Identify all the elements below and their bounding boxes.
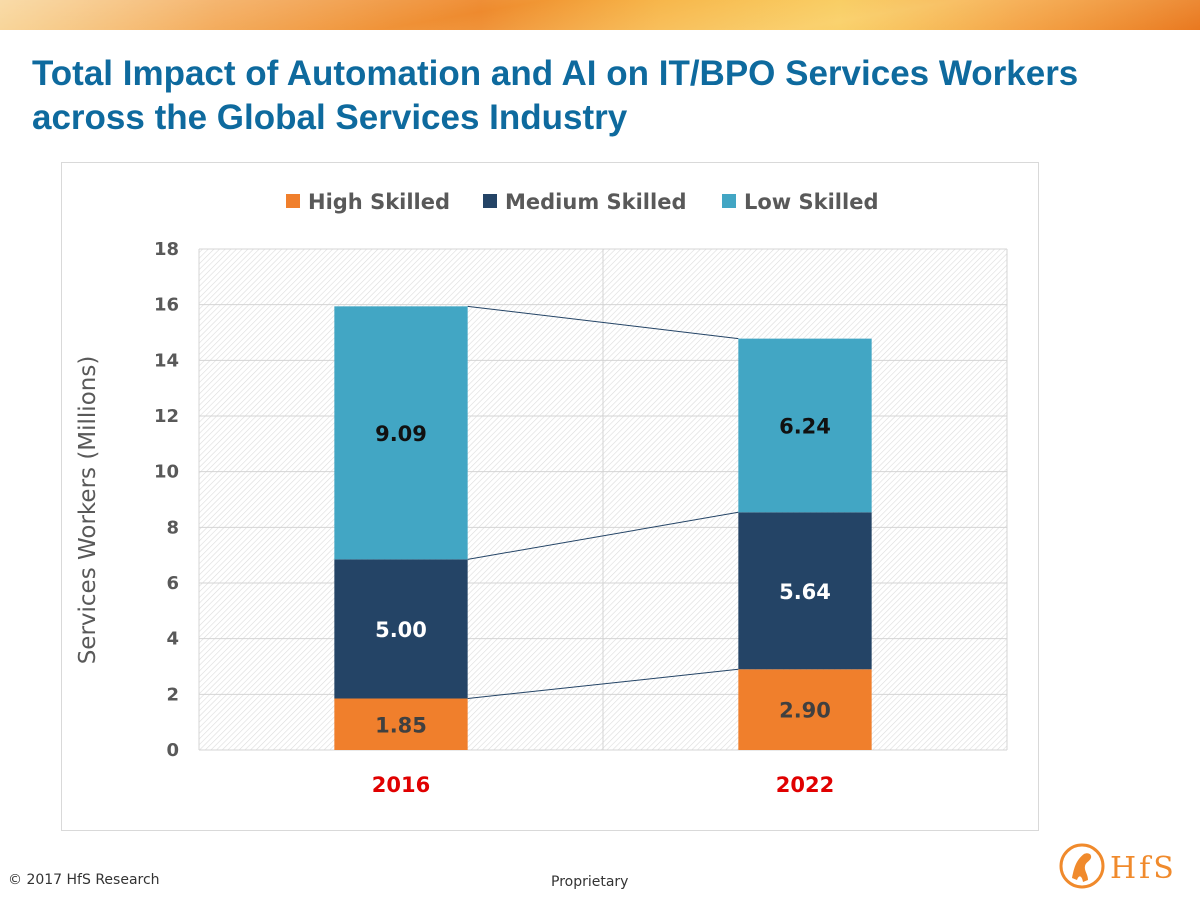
y-tick-label: 18 — [154, 239, 179, 260]
data-label: 5.64 — [779, 580, 831, 604]
y-tick-label: 16 — [154, 295, 179, 316]
copyright-text: © 2017 HfS Research — [8, 872, 160, 888]
bar-high-skilled-2016 — [334, 698, 468, 750]
bars — [334, 306, 872, 750]
legend-swatch — [286, 194, 300, 208]
legend-swatch — [483, 194, 497, 208]
y-tick-label: 4 — [166, 629, 179, 650]
y-tick-label: 12 — [154, 406, 179, 427]
y-axis-label: Services Workers (Millions) — [75, 356, 101, 665]
classification-text: Proprietary — [551, 874, 629, 890]
data-label: 9.09 — [375, 422, 427, 446]
legend-label: Low Skilled — [744, 190, 878, 214]
hfs-logo: HfS — [1059, 843, 1177, 889]
series-connector-line — [467, 305, 739, 340]
bar-low-skilled-2016 — [334, 306, 468, 560]
y-tick-label: 14 — [154, 350, 179, 371]
y-tick-label: 10 — [154, 462, 179, 483]
x-category-label: 2022 — [776, 773, 834, 797]
legend-swatch — [722, 194, 736, 208]
legend-label: High Skilled — [308, 190, 450, 214]
horse-icon — [1059, 843, 1105, 889]
bar-high-skilled-2022 — [738, 669, 872, 750]
slide-title: Total Impact of Automation and AI on IT/… — [32, 54, 1079, 137]
connector-lines — [467, 305, 739, 700]
stacked-bar-chart: 1.85 5.00 9.09 2.90 5.64 6.24 0 2 4 6 8 10 12 14 16 18… — [75, 190, 1008, 797]
logo-wordmark: HfS — [1110, 851, 1177, 886]
data-label: 5.00 — [375, 618, 427, 642]
legend: High Skilled Medium Skilled Low Skilled — [286, 190, 878, 214]
axes: 0 2 4 6 8 10 12 14 16 18 2016 2022 — [154, 239, 834, 797]
bar-medium-skilled-2022 — [738, 512, 872, 670]
y-tick-label: 6 — [166, 573, 179, 594]
x-category-label: 2016 — [372, 773, 430, 797]
y-tick-label: 2 — [166, 684, 179, 705]
legend-label: Medium Skilled — [505, 190, 686, 214]
series-connector-line — [467, 511, 739, 560]
data-label: 1.85 — [375, 713, 427, 737]
grid-lines — [198, 248, 1008, 751]
chart-frame: 1.85 5.00 9.09 2.90 5.64 6.24 0 2 4 6 8 10 12 14 16 18… — [61, 162, 1039, 831]
data-label: 6.24 — [779, 414, 831, 438]
data-labels: 1.85 5.00 9.09 2.90 5.64 6.24 — [375, 414, 831, 737]
y-tick-label: 0 — [166, 740, 179, 761]
top-banner — [0, 0, 1200, 30]
y-tick-label: 8 — [166, 517, 179, 538]
series-connector-line — [467, 668, 739, 700]
bar-medium-skilled-2016 — [334, 559, 468, 699]
data-label: 2.90 — [779, 699, 831, 723]
bar-low-skilled-2022 — [738, 338, 872, 513]
